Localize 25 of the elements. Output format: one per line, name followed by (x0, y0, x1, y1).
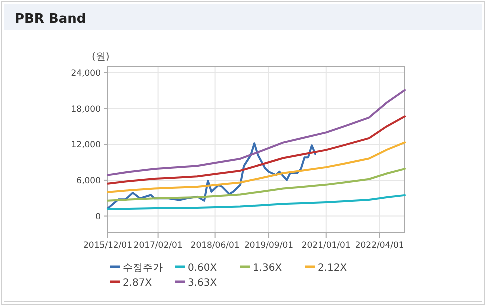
y-tick-label: 6,000 (76, 176, 101, 186)
legend-label: 2.12X (318, 263, 348, 274)
legend-label: 2.87X (123, 278, 152, 289)
line-series (107, 116, 406, 185)
legend-label: 3.63X (188, 278, 218, 289)
y-tick-label: 24,000 (71, 68, 101, 79)
y-axis-title: (원) (92, 52, 110, 63)
y-tick-label: 18,000 (71, 104, 101, 115)
x-tick-label: 2017/02/01 (134, 241, 183, 251)
y-tick-label: 0 (96, 212, 101, 222)
legend-label: 0.60X (188, 263, 218, 274)
legend-label: 수정주가 (123, 263, 163, 274)
x-tick-label: 2021/01/01 (302, 241, 351, 251)
legend-label: 1.36X (253, 263, 282, 274)
y-tick-label: 12,000 (71, 140, 101, 151)
x-tick-label: 2019/09/01 (244, 241, 294, 251)
line-series (107, 194, 406, 211)
line-series (107, 142, 406, 194)
line-series (107, 142, 317, 210)
x-tick-label: 2015/12/01 (84, 241, 132, 251)
line-series (107, 89, 406, 176)
x-tick-label: 2022/04/01 (355, 241, 404, 251)
chart-title: PBR Band (15, 12, 86, 27)
line-series (107, 168, 406, 202)
x-tick-label: 2018/06/01 (190, 241, 240, 251)
